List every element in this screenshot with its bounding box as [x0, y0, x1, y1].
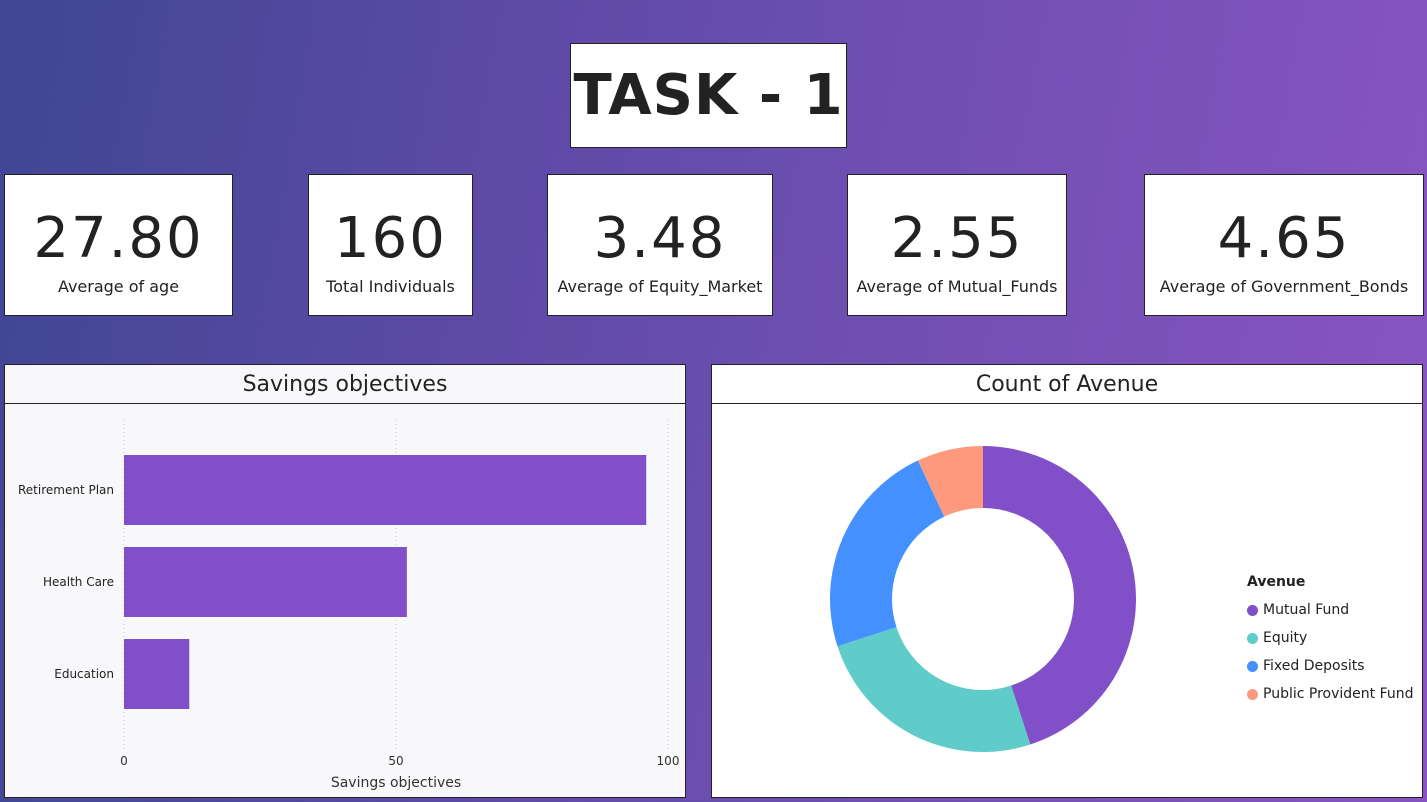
dashboard-title-card: TASK - 1 [570, 43, 847, 148]
savings-objectives-panel[interactable]: Savings objectives 0 50 100 Retirement Plan… [4, 364, 686, 798]
legend-item-public-provident-fund[interactable]: Public Provident Fund [1247, 680, 1414, 708]
kpi-label: Average of Government_Bonds [1159, 277, 1409, 296]
x-tick-label: 0 [120, 754, 128, 768]
donut-chart-title: Count of Avenue [712, 365, 1422, 404]
kpi-label: Average of age [57, 277, 180, 296]
dashboard-title: TASK - 1 [573, 63, 844, 128]
kpi-value: 27.80 [33, 206, 204, 271]
legend-dot-icon [1247, 632, 1258, 644]
donut-slice-equity[interactable] [837, 627, 1031, 752]
legend-dot-icon [1247, 660, 1258, 672]
bar-retirement-plan[interactable] [124, 455, 647, 525]
kpi-value: 4.65 [1217, 206, 1351, 271]
kpi-label: Average of Equity_Market [557, 277, 763, 296]
legend-dot-icon [1247, 604, 1258, 616]
kpi-card-average-mutual-funds[interactable]: 2.55 Average of Mutual_Funds [847, 174, 1067, 316]
kpi-value: 3.48 [593, 206, 727, 271]
bar-health-care[interactable] [124, 547, 407, 617]
legend-label: Equity [1263, 630, 1308, 646]
legend-item-equity[interactable]: Equity [1247, 624, 1414, 652]
donut-legend: Avenue Mutual Fund Equity Fixed Deposits… [1247, 574, 1414, 708]
legend-label: Public Provident Fund [1263, 686, 1414, 702]
kpi-card-average-equity-market[interactable]: 3.48 Average of Equity_Market [547, 174, 773, 316]
savings-objectives-bar-chart[interactable]: 0 50 100 Retirement Plan Health Care Educatio… [5, 404, 685, 798]
y-category-label: Health Care [43, 575, 114, 589]
kpi-label: Total Individuals [326, 277, 455, 296]
x-tick-label: 100 [657, 754, 680, 768]
legend-title: Avenue [1247, 574, 1306, 590]
legend-dot-icon [1247, 688, 1258, 700]
donut-slice-public-provident-fund[interactable] [917, 446, 983, 517]
legend-label: Mutual Fund [1263, 602, 1350, 618]
kpi-label: Average of Mutual_Funds [856, 277, 1058, 296]
y-category-label: Retirement Plan [18, 483, 114, 497]
legend-item-fixed-deposits[interactable]: Fixed Deposits [1247, 652, 1414, 680]
legend-label: Fixed Deposits [1263, 658, 1365, 674]
count-of-avenue-donut-chart[interactable] [712, 404, 1232, 798]
bar-education[interactable] [124, 639, 190, 709]
x-tick-label: 50 [388, 754, 403, 768]
donut-slice-fixed-deposits[interactable] [830, 460, 945, 647]
legend-item-mutual-fund[interactable]: Mutual Fund [1247, 596, 1414, 624]
kpi-card-average-age[interactable]: 27.80 Average of age [4, 174, 233, 316]
kpi-value: 2.55 [890, 206, 1024, 271]
kpi-value: 160 [334, 206, 447, 271]
bar-chart-title: Savings objectives [5, 365, 685, 404]
count-of-avenue-panel[interactable]: Count of Avenue Avenue Mutual Fund Equit… [711, 364, 1423, 798]
donut-slice-mutual-fund[interactable] [983, 446, 1136, 745]
kpi-card-average-government-bonds[interactable]: 4.65 Average of Government_Bonds [1144, 174, 1424, 316]
y-category-label: Education [54, 667, 114, 681]
x-axis-title: Savings objectives [331, 775, 461, 791]
kpi-card-total-individuals[interactable]: 160 Total Individuals [308, 174, 473, 316]
